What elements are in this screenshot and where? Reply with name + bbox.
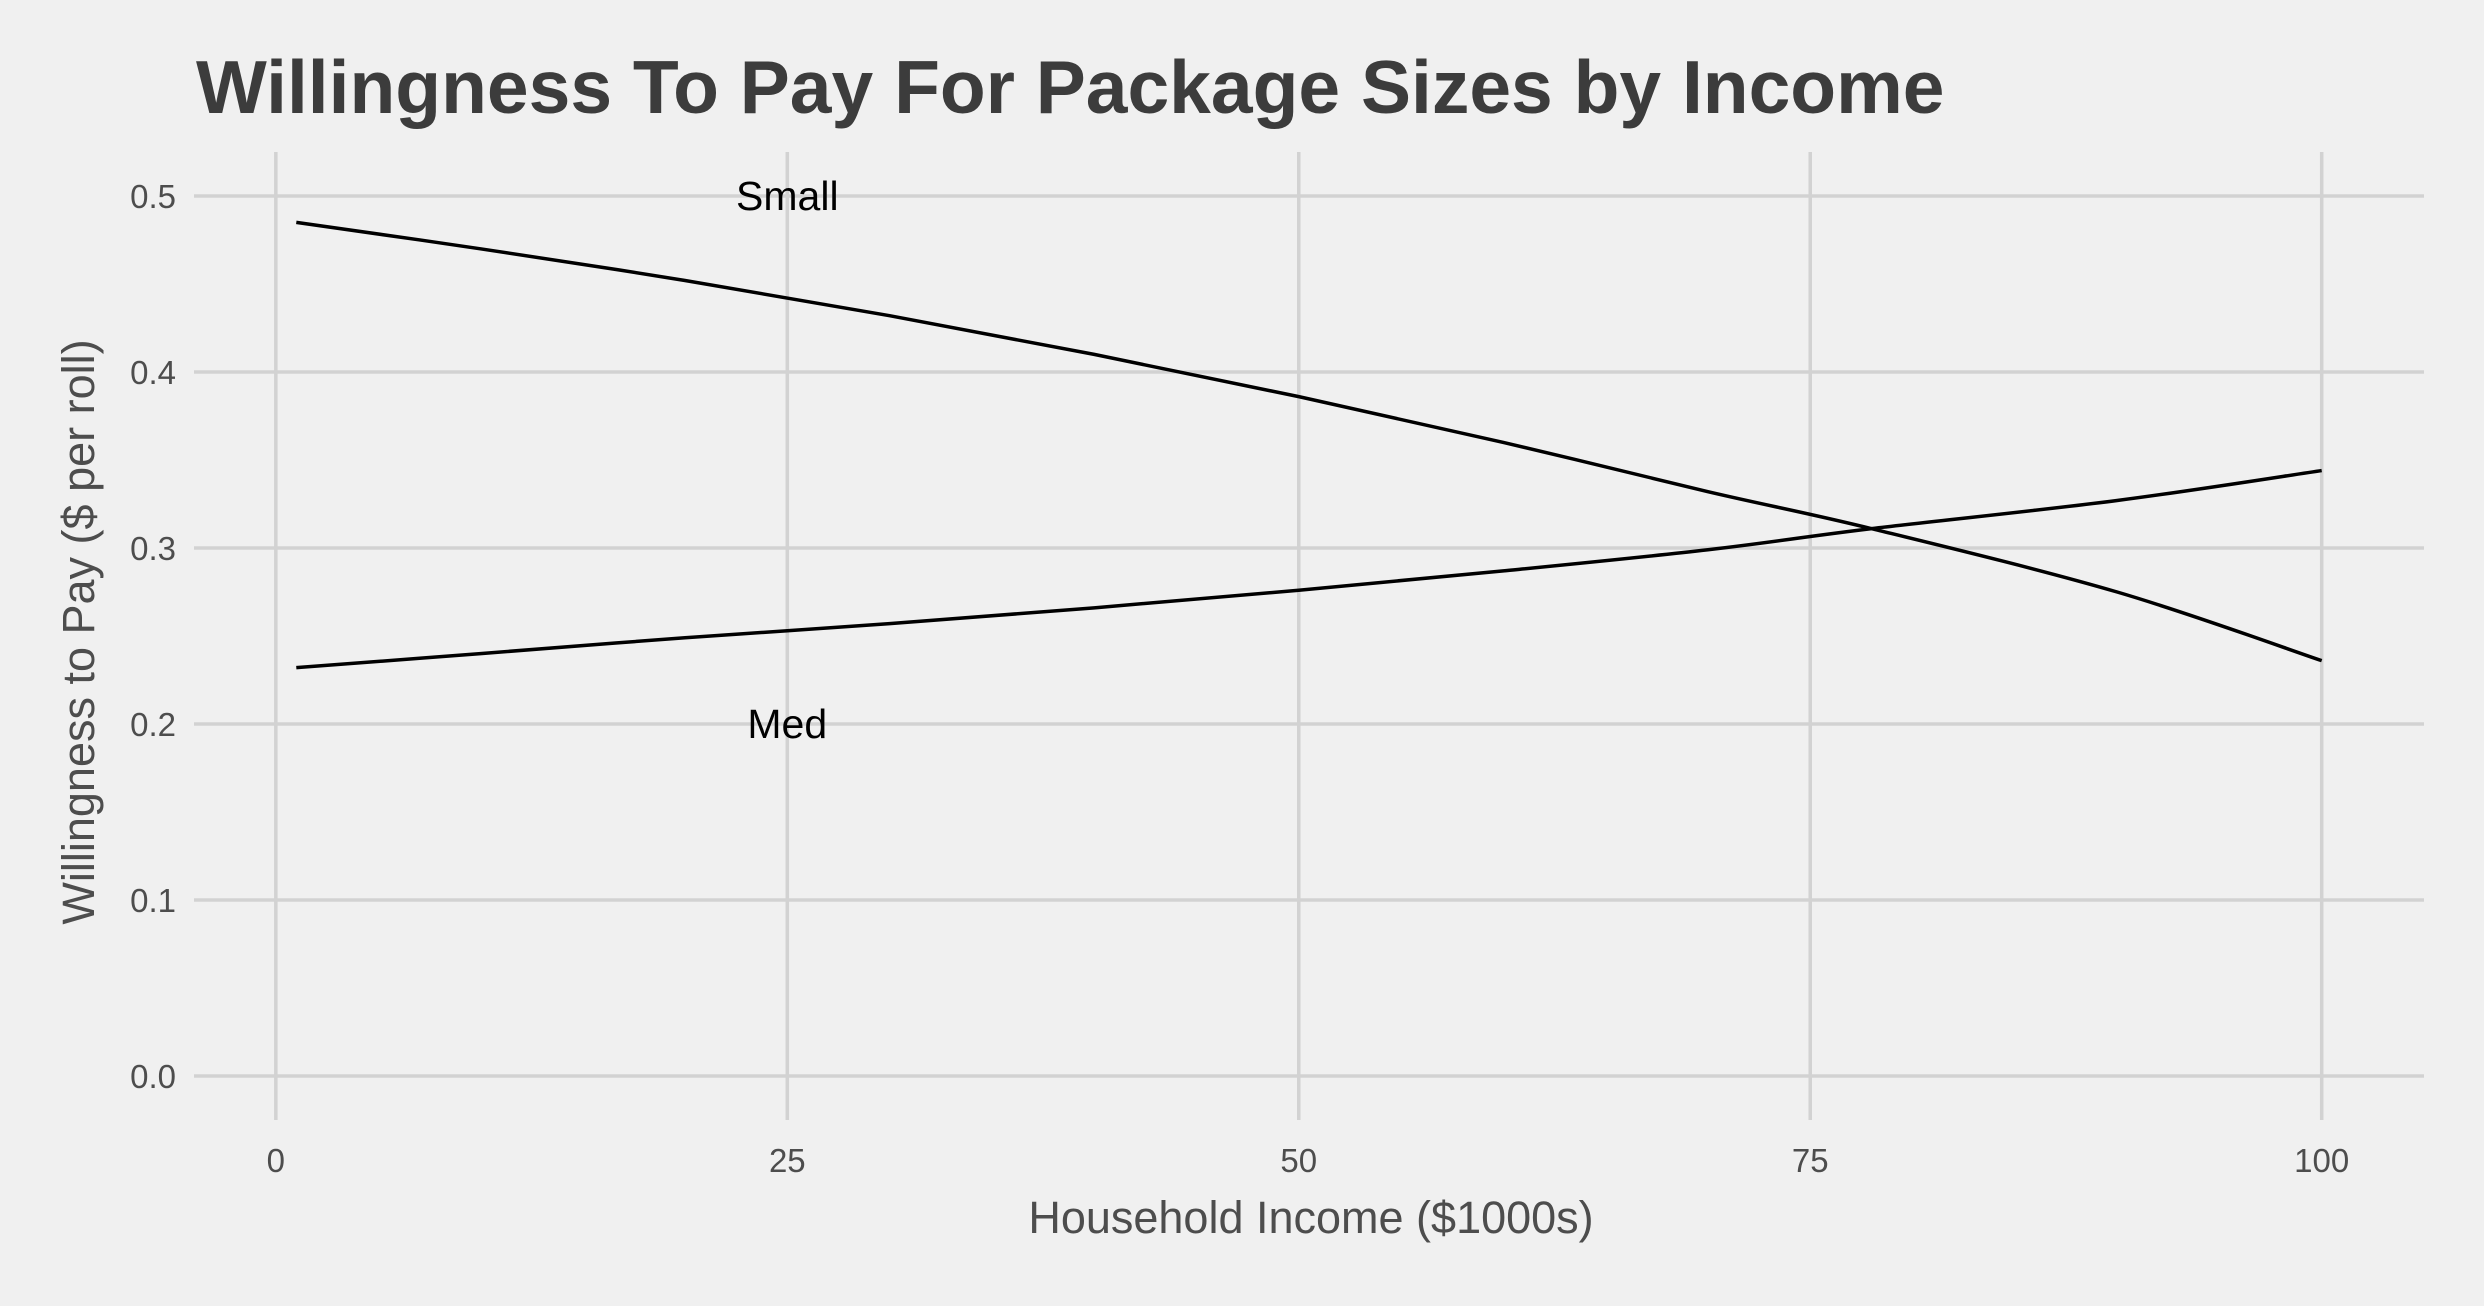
chart-title: Willingness To Pay For Package Sizes by …	[196, 45, 1945, 129]
x-tick-labels: 0 25 50 75 100	[267, 1142, 2350, 1179]
series-line-1	[296, 220, 2323, 663]
y-tick-label: 0.2	[130, 706, 176, 743]
series-line-2	[296, 468, 2322, 670]
x-gridlines	[274, 152, 2324, 1120]
y-tick-label: 0.0	[130, 1058, 176, 1095]
x-tick-label: 75	[1792, 1142, 1829, 1179]
y-axis-title: Willingness to Pay ($ per roll)	[53, 339, 104, 924]
x-axis-title: Household Income ($1000s)	[1028, 1192, 1593, 1243]
x-tick-label: 50	[1280, 1142, 1317, 1179]
x-tick-label: 25	[769, 1142, 806, 1179]
series-label-med: Med	[747, 701, 827, 747]
series-annotations: Small Med	[736, 173, 839, 747]
y-tick-label: 0.3	[130, 530, 176, 567]
y-tick-label: 0.1	[130, 882, 176, 919]
series-label-small: Small	[736, 173, 839, 219]
y-tick-labels: 0.0 0.1 0.2 0.3 0.4 0.5	[130, 178, 176, 1095]
x-tick-label: 100	[2294, 1142, 2349, 1179]
y-tick-label: 0.5	[130, 178, 176, 215]
y-tick-label: 0.4	[130, 354, 176, 391]
series-lines	[296, 220, 2323, 670]
x-tick-label: 0	[267, 1142, 285, 1179]
y-gridlines	[194, 194, 2424, 1078]
